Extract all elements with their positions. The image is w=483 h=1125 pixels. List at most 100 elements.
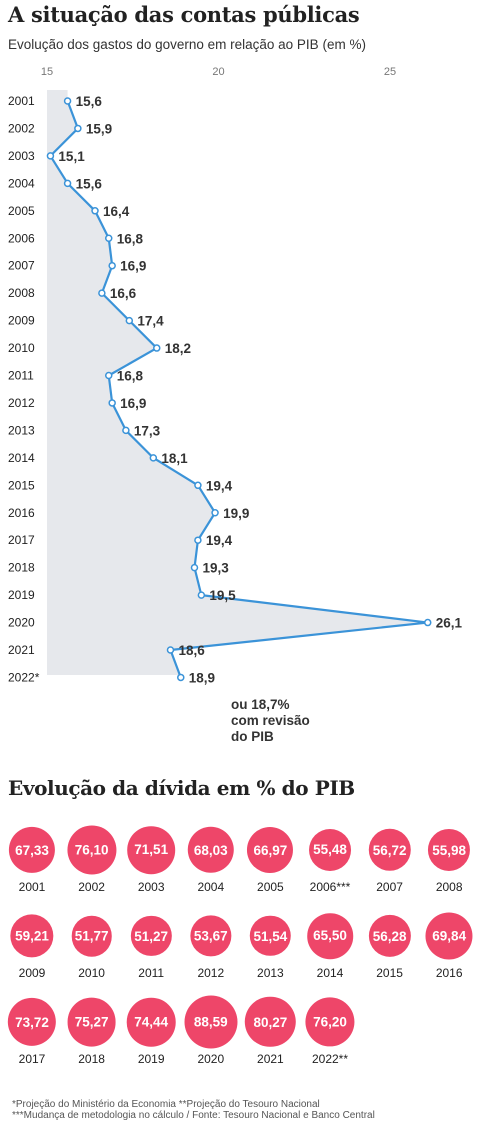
debt-year-label: 2021 xyxy=(257,1052,284,1066)
debt-bubble: 59,21 xyxy=(10,914,54,958)
x-tick-label: 15 xyxy=(41,66,53,78)
debt-item: 88,59 2020 xyxy=(181,992,241,1078)
data-point xyxy=(63,179,72,188)
year-label: 2010 xyxy=(8,341,35,355)
debt-item: 73,72 2017 xyxy=(2,992,62,1078)
page-title: A situação das contas públicas xyxy=(8,2,360,27)
year-label: 2016 xyxy=(8,506,35,520)
debt-bubble: 55,48 xyxy=(309,829,351,871)
data-label: 15,1 xyxy=(58,149,85,164)
debt-bubble: 76,10 xyxy=(67,825,117,875)
data-label: 26,1 xyxy=(436,616,463,631)
debt-item: 65,50 2014 xyxy=(300,906,360,992)
debt-year-label: 2022** xyxy=(311,1052,349,1066)
data-label: 16,8 xyxy=(117,369,144,384)
data-point xyxy=(423,618,432,627)
debt-year-label: 2015 xyxy=(376,966,403,980)
data-label: 16,4 xyxy=(103,204,130,219)
footnote-line-2: ***Mudança de metodologia no cálculo / F… xyxy=(12,1110,375,1121)
data-point xyxy=(153,344,161,352)
debt-year-label: 2001 xyxy=(18,880,46,894)
year-label: 2018 xyxy=(8,561,35,575)
year-label: 2019 xyxy=(8,588,35,602)
data-point xyxy=(63,97,72,105)
debt-bubble: 71,51 xyxy=(127,826,175,874)
debt-year-label: 2008 xyxy=(435,880,463,894)
debt-item: 55,48 2006*** xyxy=(300,820,360,906)
data-point xyxy=(74,124,82,133)
data-point xyxy=(211,509,219,517)
debt-section-title: Evolução da dívida em % do PIB xyxy=(8,776,355,800)
data-point xyxy=(46,152,55,160)
year-label: 2004 xyxy=(8,176,35,190)
year-label: 2017 xyxy=(8,533,35,547)
year-label: 2008 xyxy=(8,286,35,300)
data-label: 16,9 xyxy=(120,259,146,274)
debt-year-label: 2005 xyxy=(257,880,284,894)
data-point xyxy=(166,646,175,654)
debt-item: 80,27 2021 xyxy=(240,992,300,1078)
debt-year-label: 2017 xyxy=(18,1052,46,1066)
data-label: 15,6 xyxy=(76,94,103,109)
data-label: 16,9 xyxy=(120,396,146,411)
data-label: 19,4 xyxy=(206,533,233,548)
debt-bubble: 74,44 xyxy=(126,997,176,1047)
data-label: 15,6 xyxy=(76,176,103,191)
debt-item: 75,27 2018 xyxy=(62,992,122,1078)
debt-bubble: 80,27 xyxy=(245,996,296,1048)
debt-year-label: 2010 xyxy=(78,966,105,980)
debt-item: 56,28 2015 xyxy=(360,906,420,992)
debt-item: 51,54 2013 xyxy=(240,906,300,992)
chart-annotation: ou 18,7% com revisão do PIB xyxy=(231,697,310,744)
debt-item: 51,77 2010 xyxy=(62,906,122,992)
debt-year-label: 2011 xyxy=(138,966,165,980)
data-label: 16,6 xyxy=(110,286,137,301)
debt-bubble: 56,28 xyxy=(368,914,411,958)
debt-year-label: 2004 xyxy=(197,880,225,894)
data-label: 17,4 xyxy=(137,314,164,329)
debt-item: 67,33 2001 xyxy=(2,820,62,906)
year-label: 2009 xyxy=(8,314,35,328)
data-point xyxy=(194,481,202,490)
debt-bubble: 75,27 xyxy=(67,997,117,1047)
year-label: 2021 xyxy=(8,643,35,657)
year-label: 2002 xyxy=(8,121,35,135)
year-label: 2011 xyxy=(8,369,34,383)
spending-line xyxy=(49,100,429,678)
year-label: 2015 xyxy=(8,478,35,492)
year-label: 2014 xyxy=(8,451,35,465)
data-label: 19,3 xyxy=(202,561,229,576)
data-label: 19,9 xyxy=(223,506,249,521)
year-label: 2022* xyxy=(8,670,40,684)
debt-item: 68,03 2004 xyxy=(181,820,241,906)
footnotes: *Projeção do Ministério da Economia **Pr… xyxy=(12,1099,375,1121)
spending-area xyxy=(47,90,428,678)
debt-year-label: 2009 xyxy=(18,966,46,980)
debt-item: 74,44 2019 xyxy=(121,992,181,1078)
debt-bubble: 51,77 xyxy=(71,915,112,957)
year-label: 2013 xyxy=(8,423,35,437)
data-point xyxy=(104,371,113,380)
data-label: 17,3 xyxy=(134,423,161,438)
year-label: 2007 xyxy=(8,259,35,273)
spending-line-chart: 15 20 25 2001 2002 2003 2004 2005 2006 2007 2008 2… xyxy=(8,66,463,685)
debt-year-label: 2007 xyxy=(376,880,403,894)
data-point xyxy=(108,261,116,270)
data-point xyxy=(98,289,106,297)
debt-year-label: 2018 xyxy=(78,1052,105,1066)
debt-year-label: 2013 xyxy=(257,966,284,980)
data-point xyxy=(125,316,134,325)
debt-bubble: 76,20 xyxy=(305,997,355,1047)
debt-item: 76,20 2022** xyxy=(300,992,360,1078)
debt-bubble-grid: 67,33 2001 76,10 2002 71,51 2003 68,03 2004 66,9… xyxy=(0,820,483,1085)
debt-bubble: 88,59 xyxy=(184,995,238,1049)
debt-bubble: 67,33 xyxy=(8,826,56,874)
year-label: 2020 xyxy=(8,616,35,630)
debt-item: 56,72 2007 xyxy=(360,820,420,906)
debt-bubble: 55,98 xyxy=(428,828,471,872)
debt-item: 76,10 2002 xyxy=(62,820,122,906)
data-label: 15,9 xyxy=(86,121,112,136)
chart-subtitle: Evolução dos gastos do governo em relaçã… xyxy=(8,37,366,52)
debt-item: 69,84 2016 xyxy=(419,906,479,992)
debt-item: 71,51 2003 xyxy=(121,820,181,906)
